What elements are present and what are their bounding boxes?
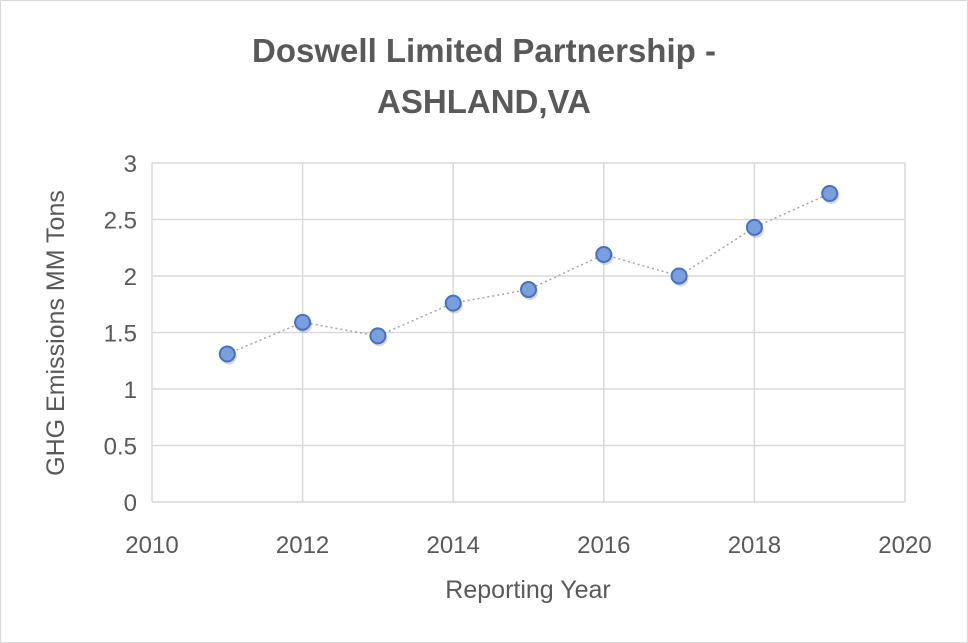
x-axis-label: Reporting Year	[445, 576, 610, 604]
data-point	[444, 294, 462, 312]
data-point	[670, 267, 688, 285]
data-point	[218, 345, 236, 363]
y-tick-label: 2.5	[104, 208, 137, 235]
y-tick-label: 1.5	[104, 321, 137, 348]
x-tick-label: 2018	[728, 532, 781, 559]
data-point	[520, 281, 537, 299]
x-tick-label: 2012	[276, 532, 329, 559]
data-point	[595, 246, 613, 264]
chart-title-line-2: ASHLAND,VA	[377, 83, 591, 120]
x-tick-label: 2016	[577, 532, 630, 559]
y-tick-label: 0.5	[104, 434, 137, 461]
data-point	[294, 313, 312, 331]
y-axis-label: GHG Emissions MM Tons	[42, 190, 70, 476]
y-tick-label: 2	[124, 264, 137, 291]
x-tick-label: 2020	[878, 532, 931, 559]
x-tick-label: 2010	[125, 532, 178, 559]
y-tick-label: 3	[124, 151, 137, 178]
x-tick-label: 2014	[427, 532, 480, 559]
y-tick-label: 1	[124, 377, 137, 404]
data-point	[745, 218, 763, 236]
data-point	[369, 327, 387, 345]
y-tick-label: 0	[124, 490, 137, 517]
data-point	[821, 185, 839, 203]
chart-title-line-1: Doswell Limited Partnership -	[252, 32, 716, 69]
series-line	[227, 192, 831, 355]
